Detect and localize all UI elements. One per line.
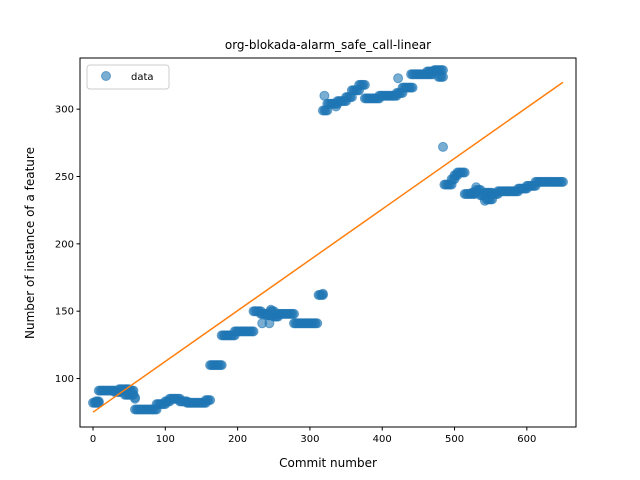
x-axis-ticks: 0 100 200 300 400 500 600: [90, 427, 536, 445]
data-point: [264, 318, 275, 329]
data-markers: [88, 65, 568, 415]
y-tick-label: 300: [55, 105, 74, 116]
legend-marker: [101, 71, 111, 81]
data-point: [130, 392, 140, 403]
y-axis-ticks: 100 150 200 250 300: [55, 105, 80, 385]
data-point: [331, 101, 341, 112]
data-point: [319, 90, 330, 101]
legend-label: data: [131, 72, 154, 83]
chart-title: org-blokada-alarm_safe_call-linear: [225, 38, 431, 52]
data-point: [93, 396, 104, 407]
data-point: [438, 71, 448, 82]
legend: data: [86, 64, 170, 90]
data-point: [312, 318, 323, 329]
fit-line-group: [92, 81, 564, 413]
fit-line: [92, 81, 564, 413]
data-point: [289, 308, 299, 319]
y-axis-label: Number of instance of a feature: [23, 147, 37, 339]
data-point: [407, 82, 418, 93]
y-tick-label: 200: [55, 239, 74, 250]
y-tick-label: 100: [55, 374, 74, 385]
data-point: [248, 326, 259, 337]
data-point: [438, 141, 448, 152]
x-tick-label: 100: [156, 434, 175, 445]
data-point: [317, 288, 328, 299]
data-point: [265, 304, 276, 315]
x-tick-label: 300: [300, 434, 319, 445]
x-tick-label: 600: [517, 434, 536, 445]
x-axis-label: Commit number: [279, 456, 377, 470]
data-point: [205, 395, 216, 406]
data-point: [459, 167, 470, 178]
plot-background: [80, 58, 576, 427]
data-point: [359, 79, 370, 90]
x-tick-label: 0: [90, 434, 96, 445]
x-tick-label: 400: [373, 434, 392, 445]
data-point: [558, 176, 568, 187]
y-tick-label: 250: [55, 172, 74, 183]
x-tick-label: 200: [228, 434, 247, 445]
legend-box: [86, 64, 170, 90]
data-point: [393, 73, 404, 84]
y-tick-label: 150: [55, 307, 74, 318]
data-point: [216, 360, 227, 371]
plot-frame: [79, 57, 577, 428]
x-tick-label: 500: [445, 434, 464, 445]
data-point: [471, 182, 482, 193]
data-point: [479, 195, 490, 206]
